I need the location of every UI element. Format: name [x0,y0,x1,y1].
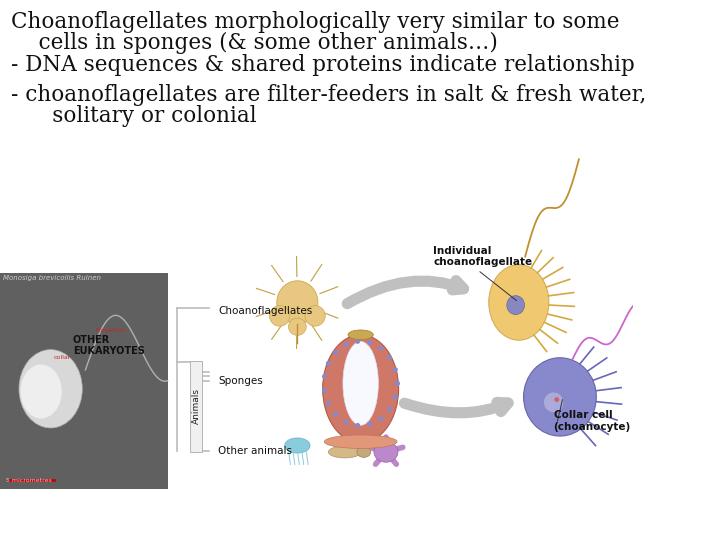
Ellipse shape [544,392,564,413]
Ellipse shape [507,296,524,314]
Ellipse shape [323,335,399,443]
Ellipse shape [393,395,398,400]
Ellipse shape [393,367,398,372]
Text: OTHER
EUKARYOTES: OTHER EUKARYOTES [73,335,145,356]
Ellipse shape [324,435,397,448]
Ellipse shape [367,340,372,345]
Ellipse shape [19,350,82,428]
Text: collar: collar [54,355,71,360]
Text: - choanoflagellates are filter-feeders in salt & fresh water,: - choanoflagellates are filter-feeders i… [12,84,647,106]
Ellipse shape [554,397,559,402]
FancyBboxPatch shape [190,361,202,452]
Text: Individual
choanoflagellate: Individual choanoflagellate [433,246,533,267]
Ellipse shape [333,350,338,355]
Ellipse shape [276,281,318,324]
Ellipse shape [378,416,383,421]
Text: Other animals: Other animals [218,446,292,456]
Ellipse shape [387,355,392,360]
Text: - DNA sequences & shared proteins indicate relationship: - DNA sequences & shared proteins indica… [12,54,635,76]
Ellipse shape [289,318,306,335]
Ellipse shape [348,330,373,340]
Ellipse shape [367,422,372,427]
Ellipse shape [387,407,392,411]
Ellipse shape [489,265,549,340]
Text: solitary or colonial: solitary or colonial [12,105,257,127]
Ellipse shape [269,306,289,326]
Ellipse shape [305,306,325,326]
Ellipse shape [326,361,331,366]
Ellipse shape [343,420,348,424]
Text: Flagellum: Flagellum [95,328,126,333]
Ellipse shape [333,412,338,417]
Text: Choanoflagellates: Choanoflagellates [218,306,312,315]
Ellipse shape [355,339,360,344]
Ellipse shape [395,381,400,386]
Ellipse shape [21,364,62,418]
Ellipse shape [523,357,596,436]
Text: Monosiga brevicollis Ruinen: Monosiga brevicollis Ruinen [3,275,102,281]
Ellipse shape [378,346,383,350]
Ellipse shape [343,341,378,426]
Text: Animals: Animals [192,388,201,424]
Text: Sponges: Sponges [218,376,263,386]
Ellipse shape [326,401,331,406]
Ellipse shape [343,342,348,347]
Bar [0,273,168,489]
Text: 5 micrometres: 5 micrometres [6,478,52,483]
Ellipse shape [322,374,327,379]
Ellipse shape [357,447,371,457]
Ellipse shape [355,423,360,428]
Ellipse shape [395,381,400,386]
Ellipse shape [322,388,327,393]
Text: Collar cell
(choanocyte): Collar cell (choanocyte) [554,410,631,432]
Ellipse shape [284,438,310,453]
Text: Choanoflagellates morphologically very similar to some: Choanoflagellates morphologically very s… [12,11,620,33]
Ellipse shape [374,442,398,462]
Text: cells in sponges (& some other animals…): cells in sponges (& some other animals…) [12,32,498,55]
Ellipse shape [328,446,361,458]
